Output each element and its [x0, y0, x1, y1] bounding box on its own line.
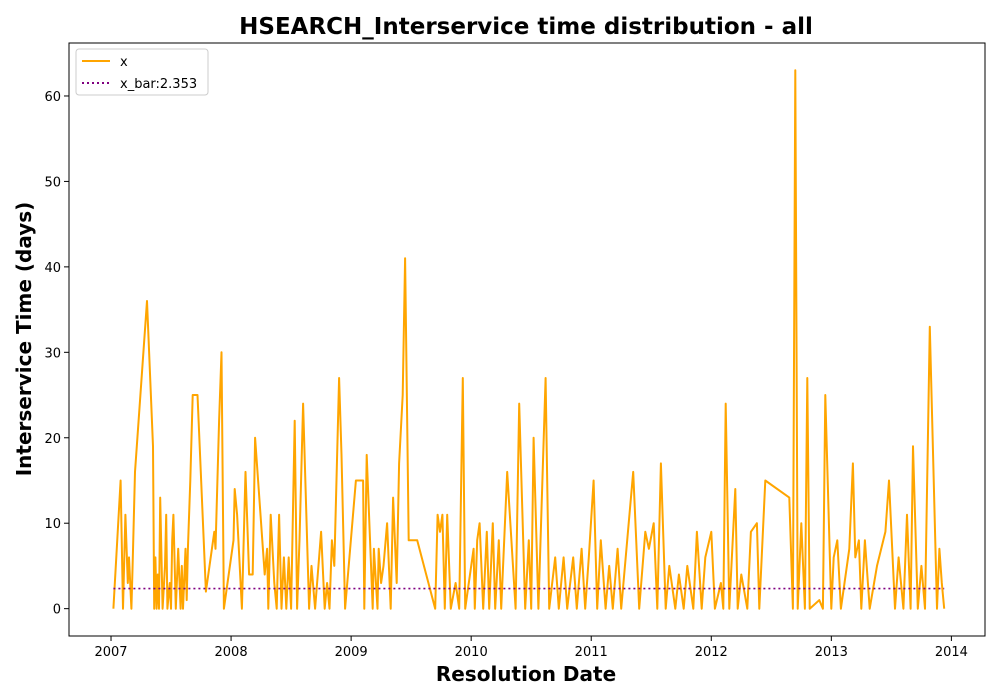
plot-area	[112, 69, 946, 610]
y-tick-label: 20	[44, 432, 61, 447]
y-tick-label: 40	[44, 261, 61, 276]
series-line-x	[112, 69, 946, 610]
y-tick-label: 0	[53, 603, 61, 618]
x-tick-label: 2008	[215, 645, 248, 660]
x-tick-label: 2014	[935, 645, 968, 660]
legend: x x_bar:2.353	[75, 48, 209, 96]
x-tick-label: 2012	[695, 645, 728, 660]
y-axis-label: Interservice Time (days)	[12, 202, 36, 477]
x-tick-label: 2013	[815, 645, 848, 660]
x-tick-label: 2010	[455, 645, 488, 660]
legend-label-x: x	[120, 55, 128, 70]
x-tick-label: 2011	[575, 645, 608, 660]
y-tick-label: 60	[44, 90, 61, 105]
x-tick-label: 2009	[335, 645, 368, 660]
plot-frame	[68, 42, 986, 637]
x-tick-label: 2007	[94, 645, 127, 660]
x-axis: 2007 2008 2009 2010 2011 2012 2013 2014	[94, 636, 968, 660]
y-tick-label: 30	[44, 346, 61, 361]
y-axis: 0 10 20 30 40 50 60	[44, 90, 69, 618]
y-tick-label: 50	[44, 175, 61, 190]
y-tick-label: 10	[44, 517, 61, 532]
legend-label-x-bar: x_bar:2.353	[120, 77, 197, 92]
chart-title: HSEARCH_Interservice time distribution -…	[239, 14, 813, 40]
x-axis-label: Resolution Date	[436, 662, 616, 686]
